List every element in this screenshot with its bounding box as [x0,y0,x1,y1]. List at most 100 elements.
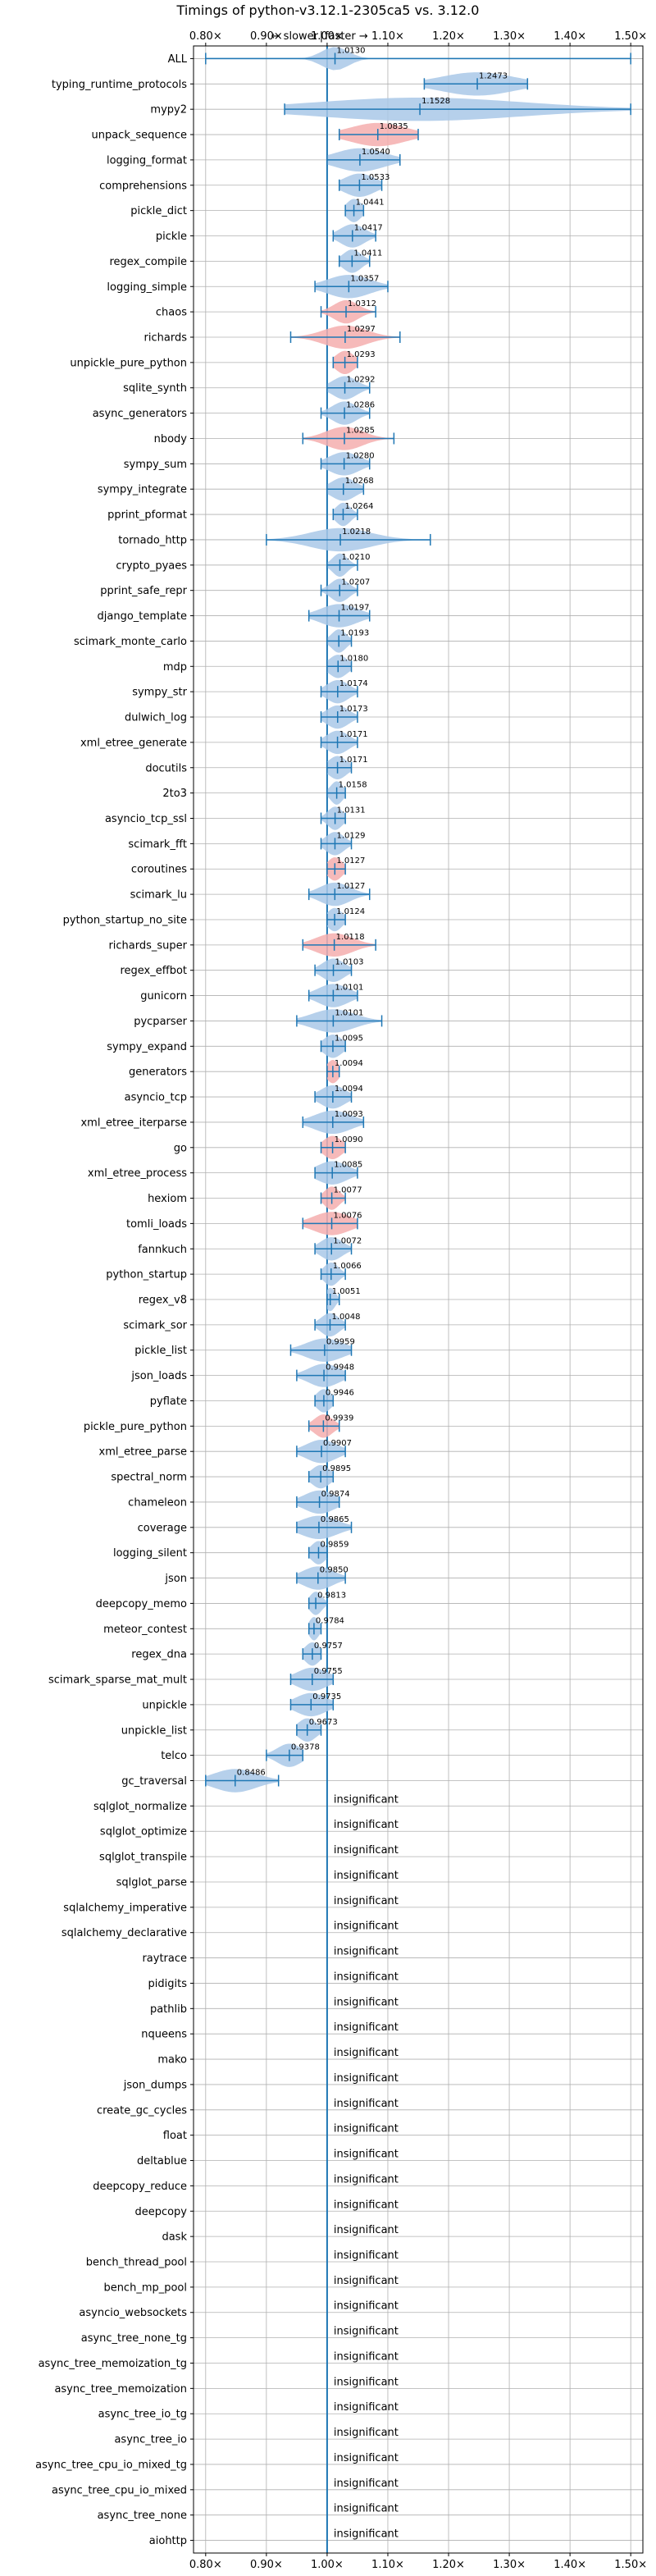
benchmark-label: unpickle [142,1699,187,1711]
value-label: 1.0285 [346,426,375,435]
benchmark-label: json_loads [130,1370,187,1382]
insignificant-label: insignificant [334,2249,399,2262]
benchmark-label: sqlalchemy_declarative [61,1927,187,1939]
direction-separator: | [320,30,323,43]
value-label: 1.0171 [339,730,368,739]
benchmark-label: pickle_dict [130,205,187,217]
benchmark-label: async_tree_none [98,2510,187,2522]
insignificant-label: insignificant [334,2300,399,2313]
insignificant-label: insignificant [334,2072,399,2085]
benchmark-label: sqlglot_normalize [93,1801,187,1813]
value-label: 1.0127 [336,882,365,891]
value-label: 0.9673 [309,1718,338,1727]
value-label: 1.0173 [339,705,368,714]
value-label: 0.9948 [326,1363,354,1372]
value-label: 0.9946 [326,1388,354,1397]
value-label: 1.0441 [356,199,385,208]
benchmark-label: unpickle_list [121,1724,187,1737]
benchmark-label: sqlalchemy_imperative [63,1902,187,1914]
value-label: 1.0085 [334,1161,362,1170]
value-label: 0.9895 [322,1464,351,1473]
value-label: 1.0174 [339,679,368,688]
value-label: 1.0103 [335,958,364,967]
benchmark-label: pprint_pformat [107,509,187,522]
insignificant-label: insignificant [334,2401,399,2414]
benchmark-label: deepcopy_memo [96,1598,187,1610]
benchmark-label: pyflate [150,1395,187,1408]
value-label: 1.0293 [347,350,376,359]
value-label: 0.9959 [326,1338,355,1347]
insignificant-label: insignificant [334,1971,399,1983]
value-label: 1.0066 [333,1262,362,1271]
insignificant-label: insignificant [334,2149,399,2161]
benchmark-label: scimark_sparse_mat_mult [48,1674,187,1687]
benchmark-label: json_dumps [123,2079,187,2091]
benchmark-label: scimark_fft [128,838,187,851]
benchmark-label: nqueens [141,2029,187,2041]
value-label: 1.0077 [334,1186,362,1195]
label-layer: 1.0130 1.2473 1.1528 1.0835 1.0540 1.0533 1.04… [237,46,508,2540]
benchmark-label: logging_format [107,154,187,167]
value-label: 1.0218 [342,528,371,537]
benchmark-label: python_startup_no_site [63,914,187,926]
value-label: 1.0095 [335,1034,363,1043]
benchmark-label: async_generators [93,408,188,420]
x-tick-label-bottom: 0.90× [250,2559,283,2571]
benchmark-label: aiohttp [149,2535,187,2547]
benchmark-label: typing_runtime_protocols [52,79,187,91]
benchmark-label: json [164,1573,187,1585]
value-label: 0.9907 [323,1439,352,1448]
benchmark-label: python_startup [106,1269,187,1281]
value-label: 0.8486 [237,1769,266,1778]
faster-label: faster → [325,30,368,43]
benchmark-label: hexiom [148,1193,187,1205]
insignificant-label: insignificant [334,1793,399,1806]
insignificant-label: insignificant [334,2021,399,2034]
value-label: 1.0118 [336,933,365,942]
value-label: 1.0124 [336,907,365,916]
value-label: 1.0048 [331,1313,360,1322]
value-label: 1.0264 [344,502,373,511]
chart-title: Timings of python-v3.12.1-2305ca5 vs. 3.… [176,2,480,18]
benchmark-label: tornado_http [118,534,187,546]
x-tick-label-top: 1.10× [371,30,404,43]
x-tick-label-top: 0.90× [250,30,283,43]
benchmark-label: xml_etree_process [88,1167,187,1180]
benchmark-label: xml_etree_iterparse [80,1117,187,1129]
benchmark-label: telco [161,1750,187,1762]
benchmark-label: gc_traversal [121,1775,187,1788]
value-label: 1.0093 [335,1110,363,1119]
benchmark-label: chaos [156,307,187,319]
benchmark-label: tomli_loads [126,1218,187,1231]
value-label: 1.0286 [346,401,375,410]
benchmark-label: crypto_pyaes [116,560,187,572]
value-label: 1.0101 [335,1008,363,1017]
value-label: 1.0072 [333,1236,362,1245]
benchmark-label: asyncio_tcp [125,1092,187,1104]
value-label: 1.0094 [335,1059,363,1068]
value-label: 1.0094 [335,1085,363,1094]
benchmark-label: mako [157,2054,187,2067]
insignificant-label: insignificant [334,1996,399,2008]
x-tick-label-top: 0.80× [189,30,222,43]
x-tick-label-bottom: 0.80× [189,2559,222,2571]
value-label: 1.0131 [337,806,366,815]
insignificant-label: insignificant [334,1946,399,1958]
plot-layer [205,46,631,2553]
insignificant-label: insignificant [334,2275,399,2287]
benchmark-label: deepcopy [134,2206,187,2218]
insignificant-label: insignificant [334,1895,399,1907]
insignificant-label: insignificant [334,2503,399,2515]
value-label: 1.0129 [336,831,365,840]
benchmark-label: pycparser [134,1016,187,1028]
benchmark-label: comprehensions [99,180,187,192]
benchmark-label: chameleon [128,1496,187,1509]
benchmark-label: unpack_sequence [91,130,187,142]
benchmark-label: meteor_contest [103,1624,187,1636]
value-label: 0.9859 [320,1541,348,1550]
grid-layer [194,46,643,2553]
benchmark-label: scimark_monte_carlo [74,636,187,648]
value-label: 1.0171 [339,756,368,765]
benchmark-label: async_tree_cpu_io_mixed [52,2484,187,2496]
benchmark-label: django_template [98,610,187,623]
